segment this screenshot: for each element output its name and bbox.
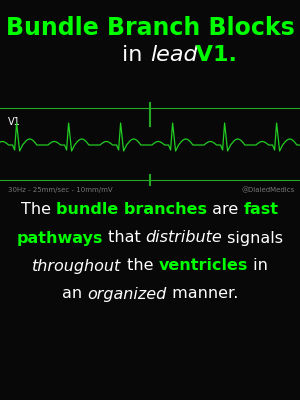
Text: Bundle Branch Blocks: Bundle Branch Blocks	[6, 16, 294, 40]
Text: V1: V1	[8, 117, 21, 127]
Text: in: in	[248, 258, 268, 274]
Text: organized: organized	[87, 286, 166, 302]
Text: signals: signals	[223, 230, 284, 246]
Text: distribute: distribute	[146, 230, 223, 246]
Text: that: that	[103, 230, 146, 246]
Text: pathways: pathways	[16, 230, 103, 246]
Text: the: the	[122, 258, 158, 274]
Text: manner.: manner.	[167, 286, 238, 302]
Text: throughout: throughout	[32, 258, 122, 274]
Text: bundle branches: bundle branches	[56, 202, 207, 218]
Text: are: are	[207, 202, 244, 218]
Text: The: The	[21, 202, 56, 218]
Text: ventricles: ventricles	[158, 258, 248, 274]
Text: 30Hz - 25mm/sec - 10mm/mV: 30Hz - 25mm/sec - 10mm/mV	[8, 187, 112, 193]
Text: in: in	[122, 45, 150, 65]
Text: V1.: V1.	[188, 45, 237, 65]
Text: an: an	[62, 286, 87, 302]
Text: fast: fast	[244, 202, 279, 218]
Text: lead: lead	[150, 45, 198, 65]
Text: @DialedMedics: @DialedMedics	[242, 187, 295, 193]
